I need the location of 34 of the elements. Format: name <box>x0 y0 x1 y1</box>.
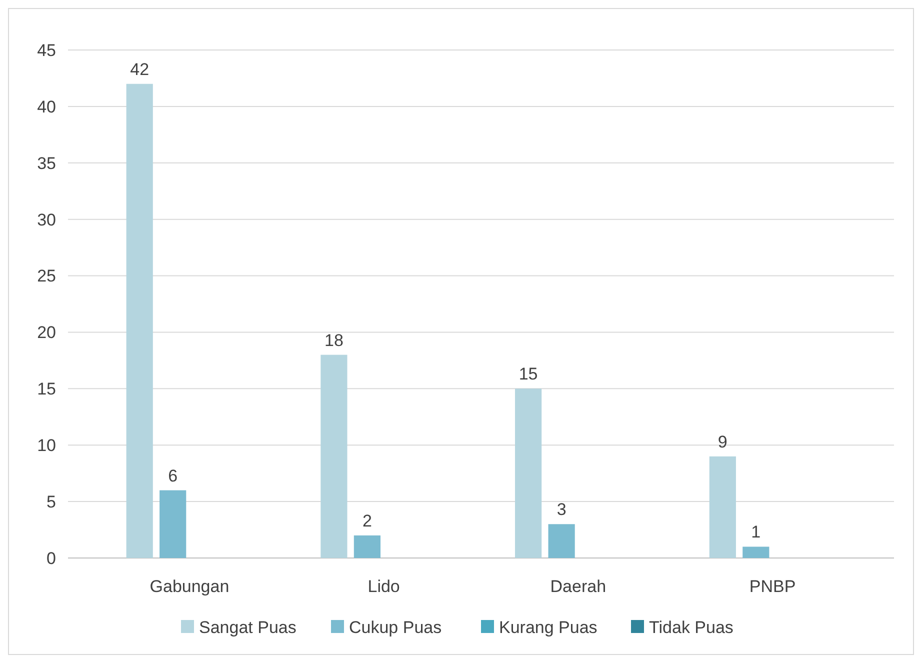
y-tick-label: 5 <box>46 492 56 512</box>
y-tick-label: 40 <box>37 97 56 116</box>
data-label: 6 <box>168 466 178 486</box>
y-tick-label: 30 <box>37 210 56 230</box>
y-tick-label: 20 <box>37 323 56 342</box>
x-tick-label: Lido <box>368 577 400 596</box>
bar <box>742 546 770 558</box>
y-tick-label: 35 <box>37 154 56 173</box>
x-tick-label: Gabungan <box>150 577 230 596</box>
bar <box>160 490 186 558</box>
y-tick-label: 15 <box>37 380 56 399</box>
legend-label: Kurang Puas <box>499 618 598 637</box>
data-label: 1 <box>751 522 761 542</box>
y-tick-label: 10 <box>37 436 56 456</box>
x-tick-label: Daerah <box>550 577 606 596</box>
y-tick-label: 0 <box>46 548 56 568</box>
bar <box>709 456 736 558</box>
x-tick-label: PNBP <box>749 577 796 596</box>
legend-label: Sangat Puas <box>199 618 296 637</box>
data-label: 9 <box>718 432 728 452</box>
legend-label: Cukup Puas <box>349 618 442 637</box>
bar <box>126 84 153 558</box>
bar <box>515 388 542 558</box>
data-label: 42 <box>130 60 150 79</box>
data-label: 2 <box>362 511 372 530</box>
bar <box>354 535 380 558</box>
bar <box>320 354 348 558</box>
bar <box>548 524 575 558</box>
legend-label: Tidak Puas <box>649 618 734 637</box>
data-label: 18 <box>324 330 344 350</box>
y-tick-label: 25 <box>37 266 56 286</box>
data-label: 15 <box>518 364 538 384</box>
data-label: 3 <box>556 500 566 520</box>
y-tick-label: 45 <box>37 40 56 60</box>
